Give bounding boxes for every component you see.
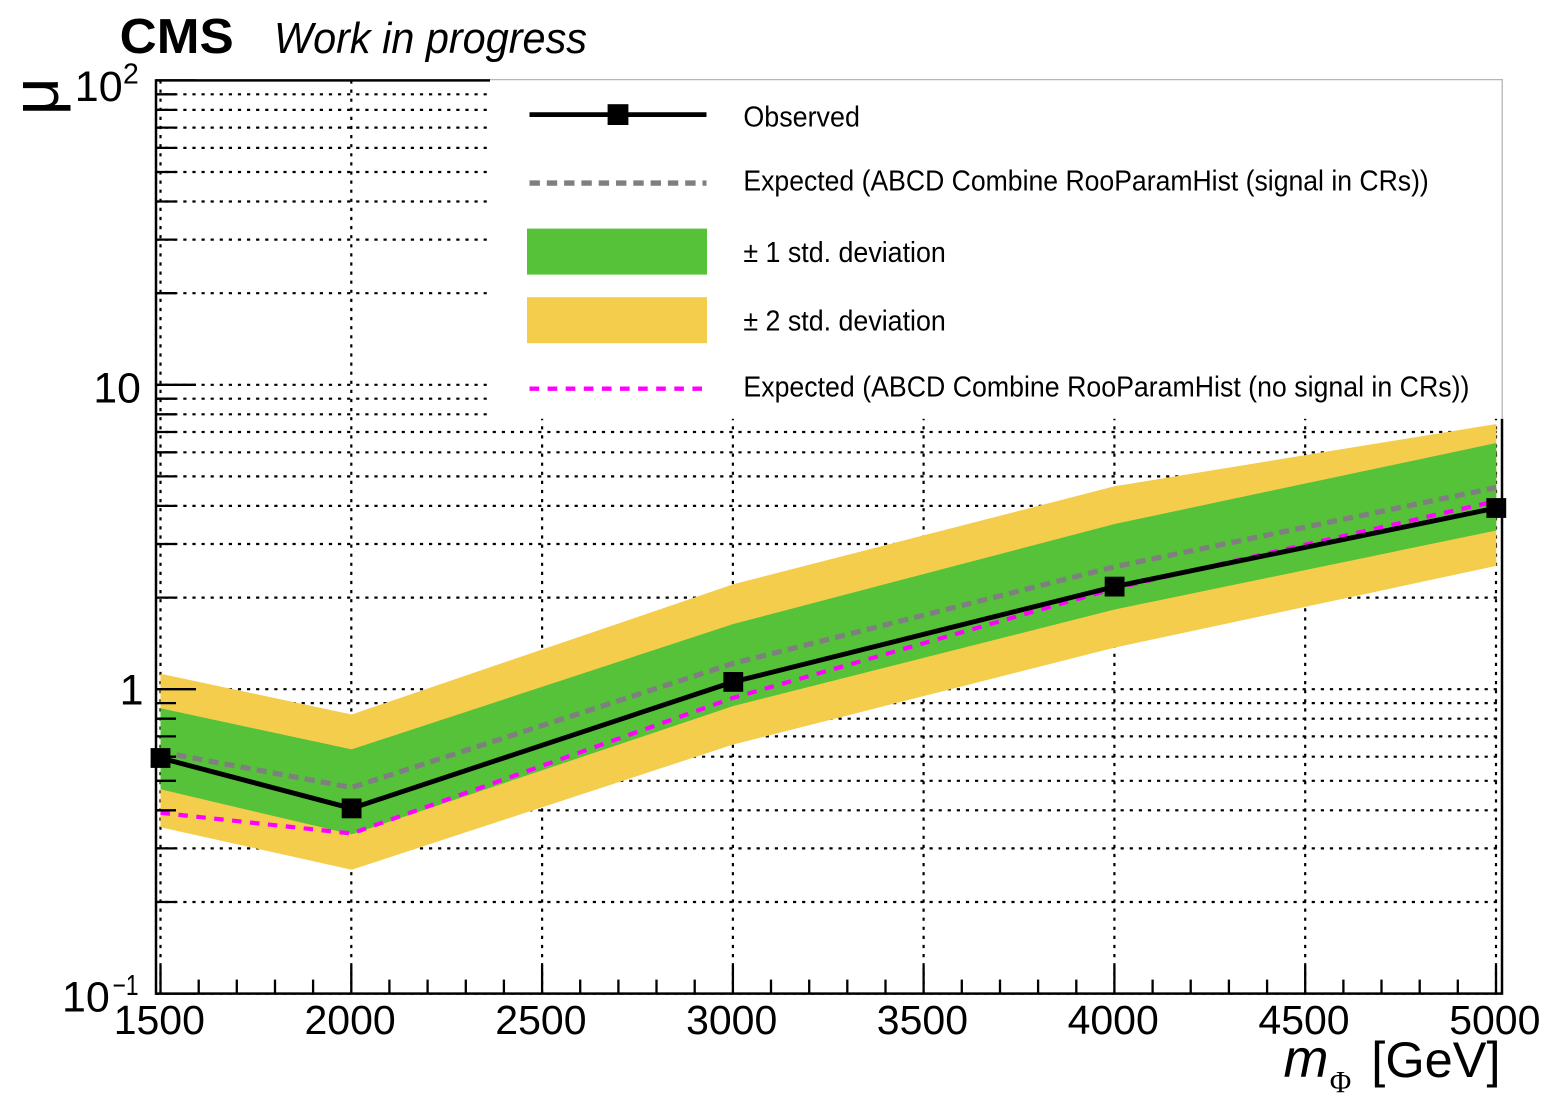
- svg-text:5000: 5000: [1449, 997, 1540, 1043]
- svg-text:10: 10: [62, 974, 110, 1022]
- svg-text:Work in progress: Work in progress: [274, 15, 587, 63]
- svg-text:2: 2: [123, 58, 139, 90]
- svg-text:1: 1: [120, 666, 144, 714]
- svg-text:± 1 std. deviation: ± 1 std. deviation: [743, 236, 945, 268]
- svg-text:1500: 1500: [114, 997, 205, 1043]
- svg-text:−1: −1: [113, 970, 139, 1002]
- svg-text:Observed: Observed: [743, 100, 860, 132]
- svg-text:Expected (ABCD Combine RooPara: Expected (ABCD Combine RooParamHist (no …: [743, 370, 1469, 402]
- svg-text:10: 10: [75, 63, 123, 111]
- svg-text:[GeV]: [GeV]: [1371, 1031, 1500, 1088]
- svg-text:2000: 2000: [304, 997, 395, 1043]
- svg-text:4000: 4000: [1068, 997, 1159, 1043]
- svg-text:3000: 3000: [686, 997, 777, 1043]
- svg-text:CMS: CMS: [120, 10, 234, 64]
- svg-text:± 2 std. deviation: ± 2 std. deviation: [743, 304, 945, 336]
- svg-text:2500: 2500: [495, 997, 586, 1043]
- svg-text:μ: μ: [0, 77, 72, 115]
- svg-text:3500: 3500: [877, 997, 968, 1043]
- svg-text:m: m: [1284, 1029, 1329, 1089]
- svg-text:10: 10: [93, 364, 141, 412]
- svg-text:Expected (ABCD Combine RooPara: Expected (ABCD Combine RooParamHist (sig…: [743, 165, 1428, 197]
- svg-text:Φ: Φ: [1330, 1064, 1352, 1099]
- svg-text:4500: 4500: [1258, 997, 1349, 1043]
